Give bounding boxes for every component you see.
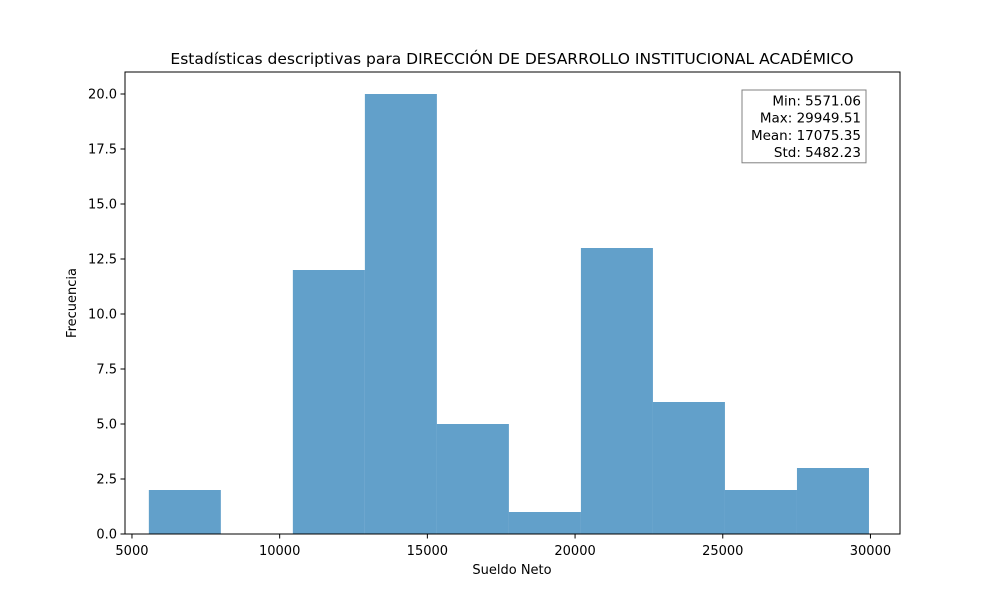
stats-box-frame <box>741 89 867 164</box>
plot-frame <box>124 71 901 535</box>
y-tick-label: 2.5 <box>96 473 117 488</box>
stats-line: Min: 5571.06 <box>772 94 861 110</box>
y-tick-label: 10.0 <box>88 308 117 323</box>
histogram-bar <box>508 512 581 534</box>
histogram-bar <box>796 468 869 534</box>
y-tick-label: 15.0 <box>88 198 117 213</box>
x-axis: 5000 10000 15000 20000 25000 30000 <box>115 534 891 559</box>
x-tick-label: 5000 <box>115 544 148 559</box>
y-tick-label: 5.0 <box>96 418 117 433</box>
histogram-bar <box>364 94 437 534</box>
stats-line: Std: 5482.23 <box>774 145 861 161</box>
y-axis: 0.0 2.5 5.0 7.5 10.0 12.5 15.0 17.5 20.0 <box>88 88 125 543</box>
x-tick-label: 20000 <box>554 544 595 559</box>
chart-title: Estadísticas descriptivas para DIRECCIÓN… <box>170 49 853 68</box>
histogram-bar <box>724 490 797 534</box>
y-tick-label: 7.5 <box>96 363 117 378</box>
x-tick-label: 15000 <box>407 544 448 559</box>
stats-line: Max: 29949.51 <box>760 111 861 127</box>
histogram-bar <box>652 402 725 534</box>
x-tick-label: 10000 <box>259 544 300 559</box>
y-tick-label: 12.5 <box>88 253 117 268</box>
x-tick-label: 30000 <box>850 544 891 559</box>
stats-line: Mean: 17075.35 <box>751 128 861 144</box>
histogram-bar <box>292 270 365 534</box>
bars-group <box>148 94 869 534</box>
histogram-bar <box>580 248 653 534</box>
histogram-bar <box>148 490 221 534</box>
y-axis-label: Frecuencia <box>65 268 80 338</box>
x-axis-label: Sueldo Neto <box>472 563 551 578</box>
y-tick-label: 17.5 <box>88 143 117 158</box>
y-tick-label: 20.0 <box>88 88 117 103</box>
x-tick-label: 25000 <box>702 544 743 559</box>
y-tick-label: 0.0 <box>96 528 117 543</box>
histogram-bar <box>436 424 509 534</box>
